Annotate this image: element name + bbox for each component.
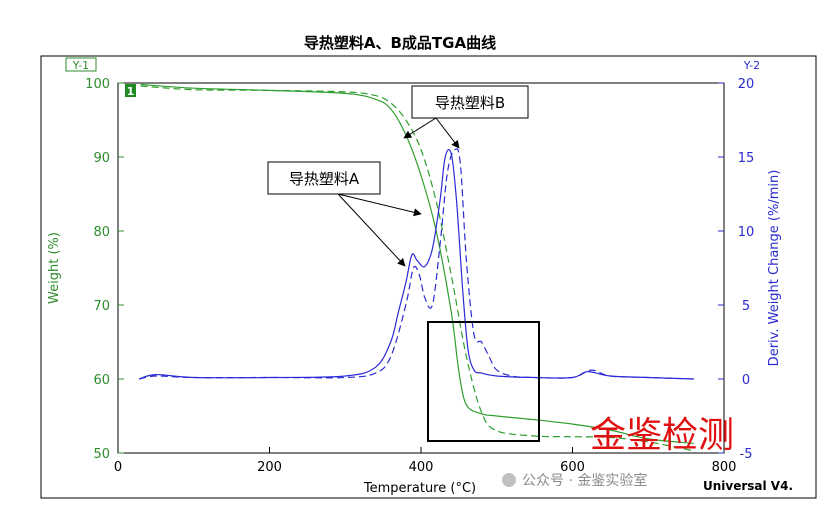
y1-tag: Y-1 [72,59,89,72]
x-tick-label: 800 [712,460,737,475]
y2-tick-label: 20 [738,77,755,92]
x-tick-label: 0 [114,460,122,475]
wechat-icon [502,473,516,487]
curve-marker-box [125,84,136,97]
watermark-text: 金鉴检测 [590,415,734,456]
plot-area [117,82,725,454]
y2-tag: Y-2 [743,59,760,72]
outer-frame [40,55,817,499]
series-line-1 [140,83,694,444]
x-tick-label: 400 [409,460,434,475]
series-line-4 [139,148,694,380]
highlight-box [427,321,540,442]
y2-tick-label: -5 [740,447,753,462]
arrow-a-1 [337,193,422,217]
y2-tick-label: 0 [742,373,750,388]
software-label: Universal V4. [703,479,793,493]
y1-tick-label: 50 [93,447,110,462]
annotation-b-box [411,85,529,119]
annotation-a: 导热塑料A [289,170,360,188]
y1-axis-label: Weight (%) [47,232,62,304]
chart-title: 导热塑料A、B成品TGA曲线 [303,34,497,52]
footer-overlay: 公众号 · 金鉴实验室 Universal V4. [502,472,793,493]
y1-tick-label: 90 [93,151,110,166]
series-line-3 [139,149,694,380]
annotation-b: 导热塑料B [435,94,505,112]
x-tick-label: 200 [257,460,282,475]
y1-tag-box [65,57,97,72]
arrow-b-1 [403,117,437,139]
annotation-a-box [267,161,381,195]
y1-tick-label: 60 [93,373,110,388]
curve-marker: 1 [127,85,135,98]
y2-tick-label: 5 [742,299,750,314]
x-axis-label: Temperature (°C) [363,481,476,496]
y2-axis-label: Deriv. Weight Change (%/min) [767,170,782,367]
arrow-a-2 [337,193,406,267]
y2-tick-label: 10 [738,225,755,240]
footer-text: 公众号 · 金鉴实验室 [522,472,647,489]
y1-tick-label: 100 [85,77,110,92]
y2-tick-label: 15 [738,151,755,166]
series-line-2 [140,85,694,452]
y1-tick-label: 80 [93,225,110,240]
arrow-b-2 [435,117,460,149]
y1-tick-label: 70 [93,299,110,314]
x-tick-label: 600 [560,460,585,475]
